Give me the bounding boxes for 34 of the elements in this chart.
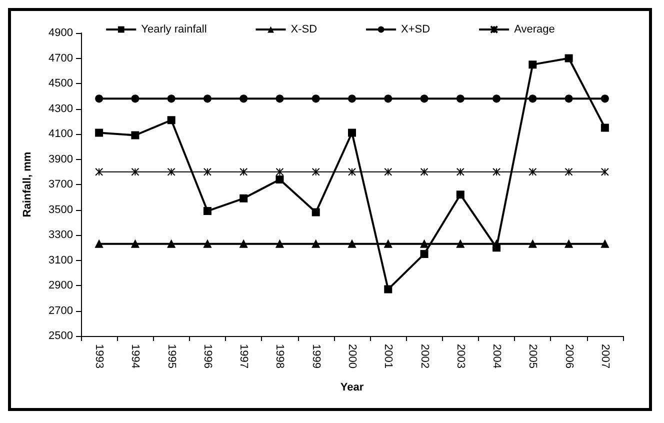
y-tick-label: 4300 — [48, 102, 73, 115]
x-tick-label: 1998 — [274, 344, 286, 368]
x-tick-label: 1999 — [310, 344, 322, 368]
y-axis-title: Rainfall, mm — [22, 152, 34, 218]
x-tick-label: 2007 — [598, 344, 611, 368]
legend-label: Average — [514, 24, 555, 36]
y-tick-label: 4700 — [48, 52, 73, 64]
x-tick-label: 2003 — [454, 344, 466, 368]
x-tick-label: 1997 — [238, 344, 250, 368]
x-tick-label: 2000 — [346, 344, 358, 368]
legend-label: X-SD — [290, 24, 318, 36]
y-tick-label: 3100 — [48, 254, 73, 266]
x-tick-label: 2006 — [562, 344, 575, 368]
y-tick-label: 2900 — [48, 280, 73, 292]
legend-label: X+SD — [401, 24, 430, 36]
y-tick-label: 2700 — [48, 304, 73, 317]
y-tick-label: 4500 — [48, 78, 73, 90]
y-tick-label: 3500 — [48, 204, 73, 216]
y-tick-label: 3900 — [48, 153, 73, 166]
x-axis-title: Year — [340, 382, 364, 394]
x-tick-label: 1995 — [165, 344, 178, 368]
legend-label: Yearly rainfall — [141, 24, 207, 36]
x-tick-label: 2002 — [418, 344, 430, 368]
y-tick-label: 4100 — [48, 128, 73, 140]
x-tick-label: 2005 — [526, 344, 539, 368]
x-tick-label: 1993 — [93, 344, 106, 368]
y-tick-label: 4900 — [48, 27, 73, 39]
x-tick-label: 1994 — [129, 344, 142, 368]
y-tick-label: 2500 — [48, 330, 73, 342]
x-tick-label: 2001 — [382, 344, 394, 368]
y-tick-label: 3300 — [48, 229, 73, 241]
y-tick-label: 3700 — [48, 178, 73, 190]
x-tick-label: 2004 — [490, 344, 503, 368]
x-tick-label: 1996 — [201, 344, 214, 368]
